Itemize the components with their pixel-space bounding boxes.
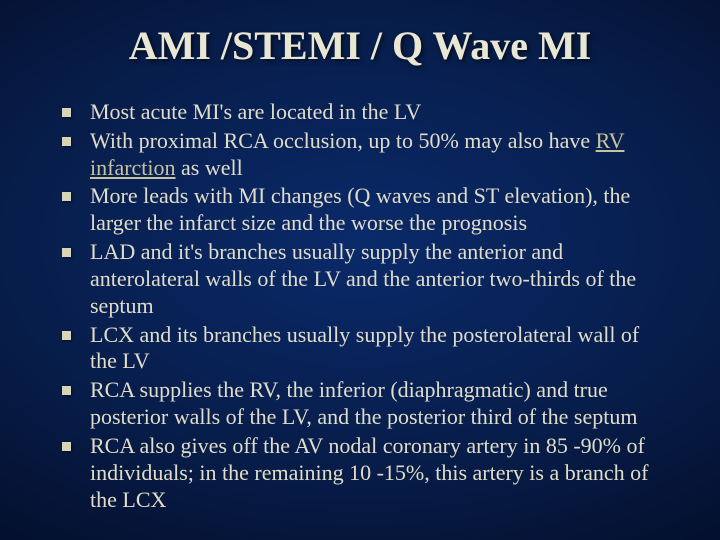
square-bullet-icon (62, 192, 71, 201)
bullet-list: Most acute MI's are located in the LV Wi… (46, 99, 674, 513)
bullet-text: More leads with MI changes (Q waves and … (90, 183, 630, 235)
square-bullet-icon (62, 386, 71, 395)
slide-title: AMI /STEMI / Q Wave MI (46, 22, 674, 69)
square-bullet-icon (62, 442, 71, 451)
square-bullet-icon (62, 137, 71, 146)
list-item: LAD and it's branches usually supply the… (58, 239, 668, 319)
bullet-text: Most acute MI's are located in the LV (90, 99, 421, 124)
bullet-text: LAD and it's branches usually supply the… (90, 239, 636, 318)
list-item: With proximal RCA occlusion, up to 50% m… (58, 128, 668, 182)
bullet-text-post: as well (176, 155, 243, 180)
square-bullet-icon (62, 248, 71, 257)
list-item: LCX and its branches usually supply the … (58, 322, 668, 376)
square-bullet-icon (62, 108, 71, 117)
square-bullet-icon (62, 331, 71, 340)
list-item: RCA supplies the RV, the inferior (diaph… (58, 377, 668, 431)
slide: AMI /STEMI / Q Wave MI Most acute MI's a… (0, 0, 720, 540)
bullet-text: LCX and its branches usually supply the … (90, 322, 639, 374)
list-item: RCA also gives off the AV nodal coronary… (58, 433, 668, 513)
list-item: Most acute MI's are located in the LV (58, 99, 668, 126)
bullet-text-pre: With proximal RCA occlusion, up to 50% m… (90, 128, 596, 153)
list-item: More leads with MI changes (Q waves and … (58, 183, 668, 237)
bullet-text: RCA also gives off the AV nodal coronary… (90, 433, 648, 512)
bullet-text: RCA supplies the RV, the inferior (diaph… (90, 377, 637, 429)
